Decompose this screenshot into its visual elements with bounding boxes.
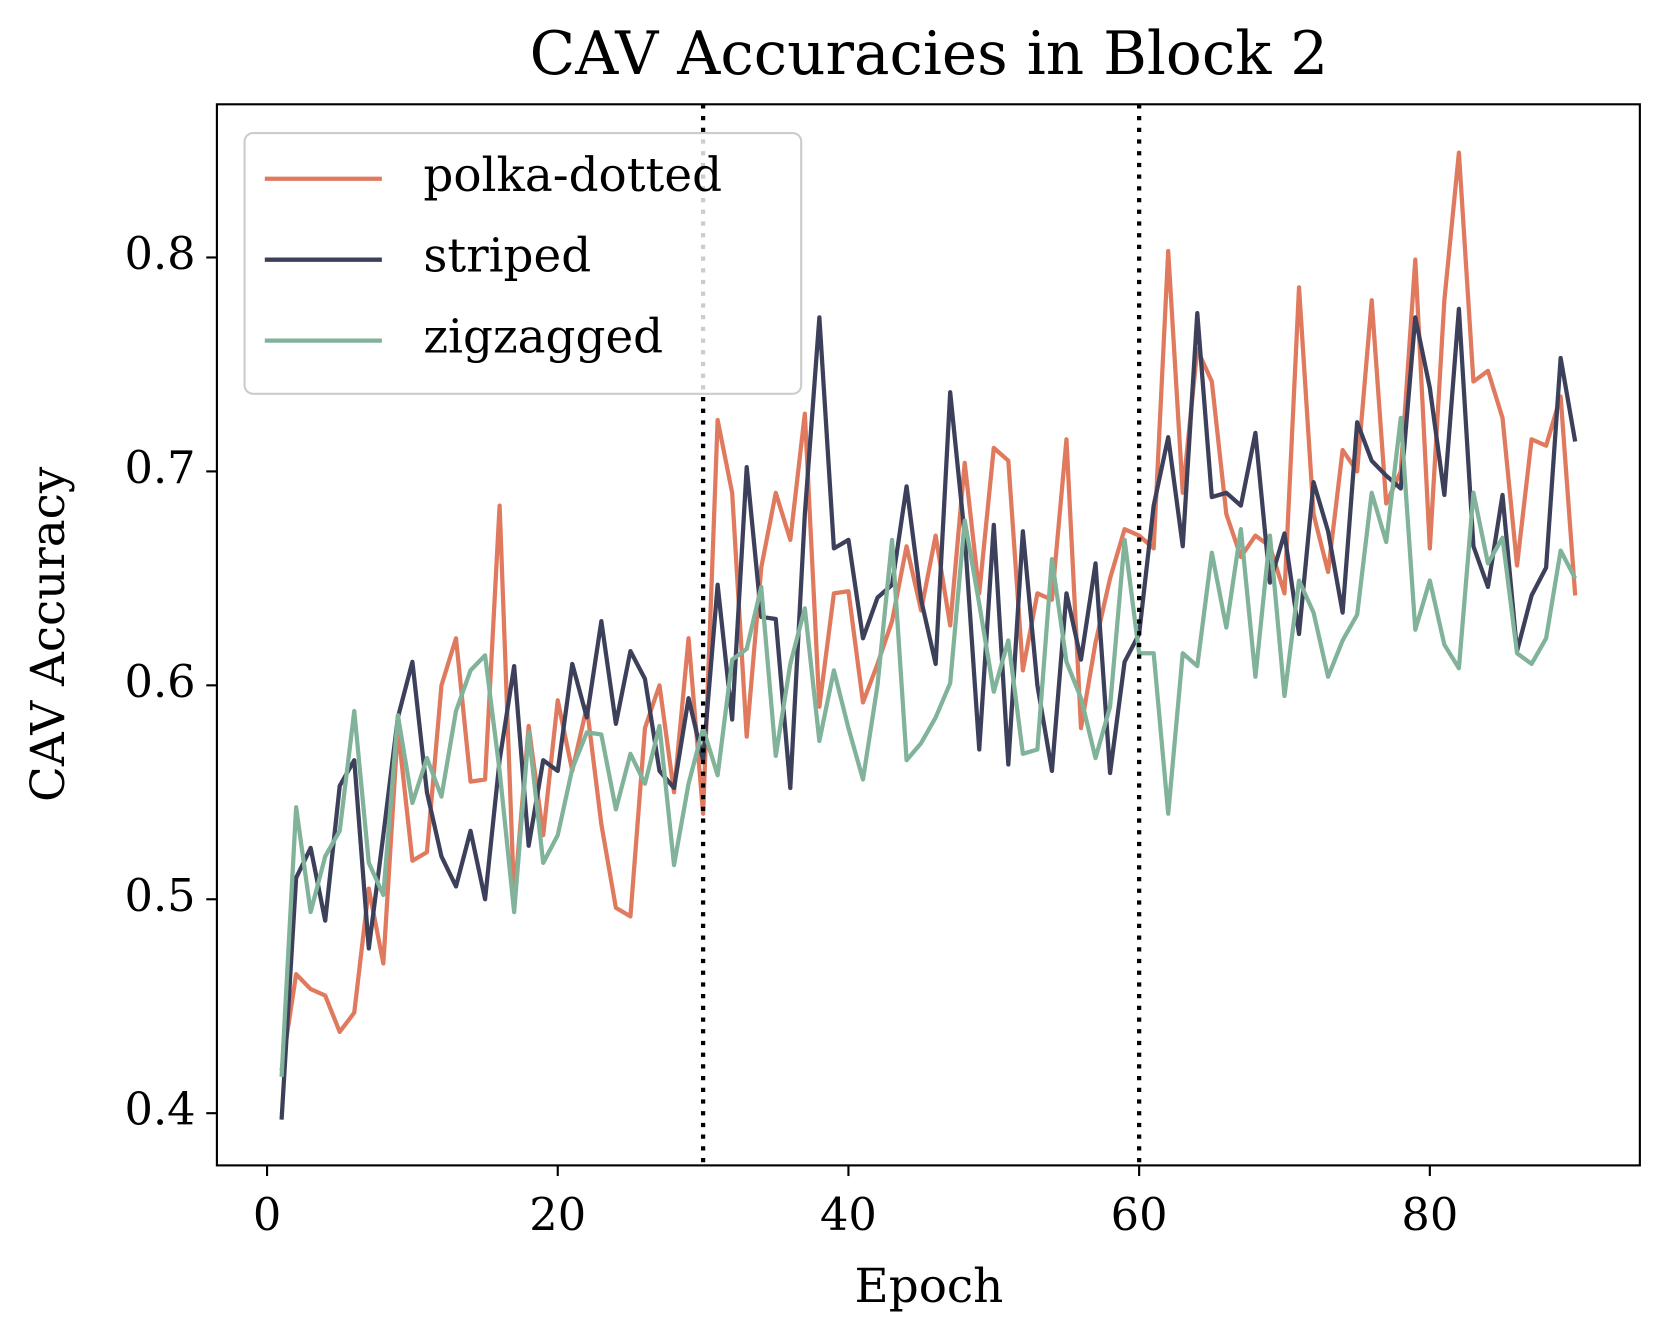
- x-axis-label: Epoch: [855, 1260, 1004, 1314]
- series-line: [279, 150, 1578, 1071]
- x-tick-label: 60: [1111, 1189, 1168, 1241]
- legend-label: polka-dotted: [423, 149, 722, 203]
- y-tick-label: 0.8: [125, 228, 196, 280]
- x-tick-label: 20: [529, 1189, 586, 1241]
- y-tick-label: 0.6: [125, 656, 196, 708]
- plot-frame: [215, 103, 1641, 1167]
- y-tick-label: 0.5: [125, 870, 196, 922]
- x-tick-label: 40: [820, 1189, 877, 1241]
- legend-label: zigzagged: [423, 311, 663, 365]
- chart-title: CAV Accuracies in Block 2: [530, 20, 1329, 89]
- y-axis-label: CAV Accuracy: [22, 466, 76, 802]
- y-tick-label: 0.7: [125, 442, 196, 494]
- legend-label: striped: [423, 230, 591, 284]
- legend-box: [243, 131, 803, 395]
- series-line: [279, 415, 1578, 1077]
- series-line: [279, 306, 1578, 1120]
- x-tick-label: 80: [1401, 1189, 1458, 1241]
- y-tick-label: 0.4: [125, 1084, 196, 1136]
- x-tick-label: 0: [253, 1189, 281, 1241]
